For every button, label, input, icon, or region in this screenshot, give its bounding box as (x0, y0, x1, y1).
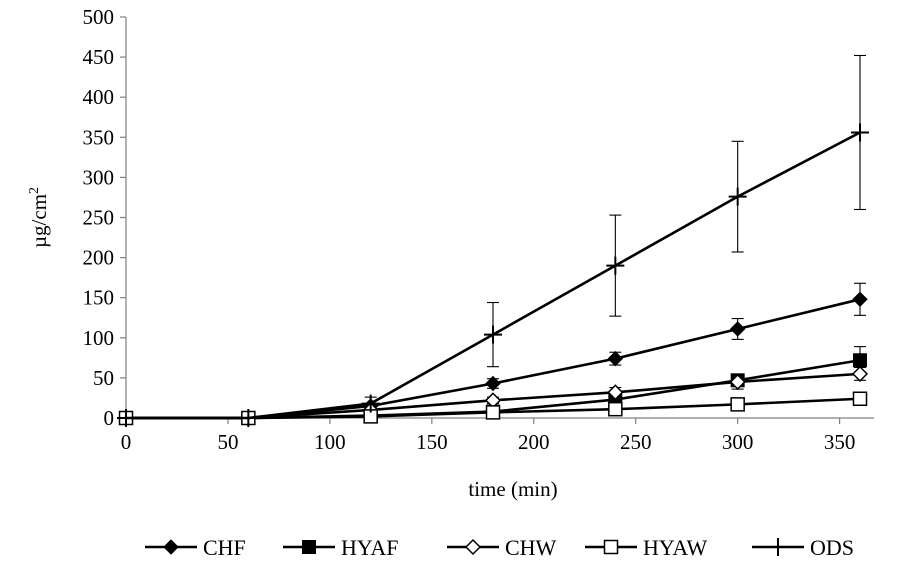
x-tick-label: 100 (314, 430, 346, 454)
data-point-ods (484, 325, 502, 344)
legend-swatch-marker-chw (464, 538, 482, 556)
x-tick-label: 150 (416, 430, 448, 454)
legend-swatch-marker-chf (163, 539, 179, 555)
legend-item-hyaf: HYAF (283, 535, 398, 560)
y-tick-label: 300 (83, 165, 115, 189)
legend-item-chw: CHW (447, 535, 557, 560)
y-tick-label: 250 (83, 206, 115, 230)
legend-swatch-marker-hyaw (603, 539, 619, 555)
data-point-ods (851, 123, 869, 142)
legend-label-chw: CHW (505, 535, 557, 560)
legend-label-ods: ODS (810, 535, 854, 560)
x-tick-label: 200 (518, 430, 550, 454)
data-point-chf (852, 291, 868, 308)
data-point-ods (728, 187, 747, 206)
legend: CHF HYAF CHW HYAW ODS (145, 535, 854, 560)
series-line-ods (126, 131, 861, 420)
series-ods (117, 54, 869, 427)
data-point-chf (729, 321, 746, 337)
data-point-hyaw (730, 397, 745, 412)
y-axis-title: µg/cm2 (27, 187, 51, 248)
legend-swatch-marker-hyaf (302, 540, 316, 554)
axes: 0 50 100 150 200 250 300 350 400 450 500 0 50 100 150 2… (27, 5, 874, 501)
data-point-hyaw (485, 405, 501, 420)
data-point-chw (851, 365, 869, 382)
data-point-ods (606, 256, 625, 275)
x-axis-title: time (min) (468, 477, 557, 501)
data-point-hyaf (853, 353, 867, 368)
y-axis-title-text: µg/cm (27, 194, 51, 248)
data-point-chw (607, 384, 624, 401)
legend-label-hyaf: HYAF (341, 535, 398, 560)
y-tick-label: 150 (83, 286, 115, 310)
y-tick-label: 450 (83, 45, 115, 69)
x-tick-label: 0 (121, 430, 132, 454)
x-tick-label: 250 (620, 430, 652, 454)
legend-label-hyaw: HYAW (643, 535, 707, 560)
y-tick-label: 50 (93, 366, 114, 390)
data-point-hyaw (852, 391, 868, 407)
y-axis-title-superscript: 2 (27, 187, 42, 194)
y-tick-label: 100 (83, 326, 115, 350)
y-tick-label: 200 (83, 246, 115, 270)
legend-label-chf: CHF (203, 535, 246, 560)
x-tick-label: 50 (217, 430, 238, 454)
data-point-chf (485, 375, 501, 392)
data-point-chw (729, 373, 746, 390)
x-tick-label: 350 (824, 430, 856, 454)
legend-item-ods: ODS (752, 535, 854, 560)
x-tick-label: 300 (722, 430, 754, 454)
legend-item-hyaw: HYAW (585, 535, 707, 560)
data-point-ods (361, 394, 380, 413)
y-tick-label: 400 (83, 85, 115, 109)
data-point-chf (607, 350, 624, 367)
legend-item-chf: CHF (145, 535, 246, 560)
y-tick-label: 350 (83, 125, 115, 149)
y-tick-label: 500 (83, 5, 115, 29)
data-point-hyaw (608, 401, 623, 417)
data-point-ods (117, 409, 135, 427)
y-tick-label: 0 (104, 406, 115, 430)
legend-swatch-marker-ods (769, 538, 787, 556)
series-layer (117, 54, 869, 427)
data-point-ods (239, 409, 258, 427)
